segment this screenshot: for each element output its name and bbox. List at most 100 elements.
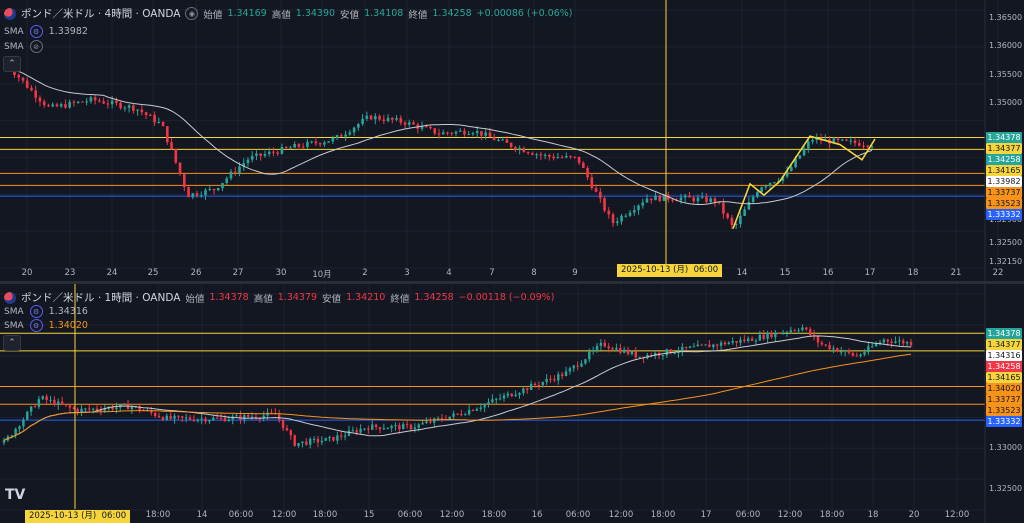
candle-body — [181, 416, 184, 418]
candle-body — [332, 436, 335, 441]
candle-body — [603, 198, 606, 211]
candle-body — [215, 417, 219, 419]
candle-body — [781, 332, 785, 334]
chart-canvas-1h[interactable] — [0, 284, 1024, 523]
collapse-legend-button[interactable]: ⌃ — [3, 335, 21, 351]
chart-canvas-4h[interactable] — [0, 0, 1024, 281]
hidden-eye-icon[interactable]: ⊘ — [29, 40, 43, 53]
candle-body — [177, 415, 180, 417]
candle-body — [717, 202, 721, 204]
candle-body — [440, 418, 444, 420]
sma1-indicator-row[interactable]: SMA ⚙ 1.34316 — [4, 305, 88, 318]
candle-body — [161, 122, 165, 127]
candle-body — [436, 418, 440, 420]
candle-body — [293, 144, 296, 148]
candle-body — [630, 351, 634, 354]
settings-icon[interactable]: ⚙ — [29, 319, 43, 332]
candle-body — [212, 417, 215, 421]
candle-body — [471, 409, 475, 411]
candle-body — [510, 393, 513, 397]
chart-pane-1h[interactable]: ポンド／米ドル · 1時間 · OANDA 始値 1.34378 高値 1.3437… — [0, 284, 1024, 523]
candle-body — [149, 114, 152, 116]
candle-body — [902, 340, 905, 344]
candle-body — [123, 107, 127, 109]
candle-body — [320, 440, 324, 443]
candle-body — [285, 428, 289, 431]
settings-icon[interactable]: ⚙ — [29, 25, 43, 38]
symbol-title[interactable]: ポンド／米ドル · 1時間 · OANDA — [21, 292, 181, 304]
price-tag: 1.33332 — [986, 415, 1022, 427]
candle-body — [820, 342, 824, 345]
candle-body — [673, 352, 676, 354]
sma-indicator-row-2[interactable]: SMA ⊘ — [4, 40, 43, 53]
time-label: 25 — [147, 268, 159, 278]
candle-body — [650, 354, 653, 356]
sma-line — [3, 353, 912, 441]
candle-body — [45, 396, 48, 400]
candle-body — [628, 212, 632, 216]
candle-body — [588, 351, 591, 360]
candle-body — [235, 415, 238, 417]
candle-body — [26, 411, 29, 420]
price-tag: 1.34165 — [986, 164, 1022, 176]
candle-body — [132, 105, 135, 111]
candle-body — [293, 435, 296, 446]
candle-body — [305, 441, 308, 445]
candle-body — [790, 167, 793, 171]
time-label: 22 — [992, 268, 1004, 278]
price-tag: 1.34258 — [986, 153, 1022, 165]
candle-body — [545, 378, 548, 383]
candle-body — [170, 142, 173, 150]
open-label: 始値 — [185, 293, 205, 305]
candle-body — [208, 189, 212, 191]
sma-indicator-row[interactable]: SMA ⚙ 1.33982 — [4, 25, 88, 38]
candle-body — [398, 425, 401, 430]
candle-body — [859, 354, 862, 357]
tradingview-logo[interactable]: TV — [5, 487, 26, 503]
candle-body — [526, 388, 529, 390]
symbol-title[interactable]: ポンド／米ドル · 4時間 · OANDA — [21, 8, 181, 20]
time-label: 20 — [908, 510, 920, 520]
candle-body — [351, 430, 355, 432]
candle-body — [460, 413, 463, 415]
time-label: 06:00 — [735, 510, 761, 520]
time-label: 12:00 — [271, 510, 297, 520]
collapse-legend-button[interactable]: ⌃ — [3, 56, 21, 72]
candle-body — [289, 147, 292, 149]
candle-body — [231, 416, 234, 420]
candle-body — [484, 132, 487, 136]
candle-body — [57, 401, 60, 406]
candle-body — [178, 162, 182, 175]
candle-body — [747, 338, 750, 342]
candle-body — [487, 402, 490, 405]
candle-body — [762, 334, 765, 339]
candle-body — [874, 343, 878, 347]
candle-body — [463, 130, 466, 135]
candle-body — [284, 146, 288, 148]
candle-body — [76, 408, 79, 413]
candle-body — [446, 132, 449, 134]
candle-body — [18, 426, 21, 429]
sma2-indicator-row[interactable]: SMA ⚙ 1.34020 — [4, 319, 88, 332]
eye-icon[interactable]: ◉ — [185, 7, 199, 20]
time-label: 9 — [572, 268, 578, 278]
candle-body — [17, 75, 21, 78]
candle-body — [424, 126, 428, 128]
candle-body — [441, 132, 445, 135]
candle-body — [704, 344, 707, 346]
candle-body — [849, 140, 853, 142]
candle-body — [594, 188, 598, 192]
candle-body — [705, 196, 708, 202]
time-label: 17 — [700, 510, 712, 520]
candle-body — [785, 332, 789, 334]
low-value: 1.34108 — [364, 8, 404, 19]
candle-body — [314, 141, 318, 144]
settings-icon[interactable]: ⚙ — [29, 305, 43, 318]
chart-pane-4h[interactable]: ポンド／米ドル · 4時間 · OANDA ◉ 始値 1.34169 高値 1.34… — [0, 0, 1024, 281]
candle-body — [119, 102, 122, 109]
candle-body — [196, 419, 200, 421]
candle-body — [310, 141, 313, 143]
candle-body — [33, 406, 37, 408]
pane-separator[interactable] — [0, 281, 1024, 284]
candle-body — [569, 155, 572, 157]
